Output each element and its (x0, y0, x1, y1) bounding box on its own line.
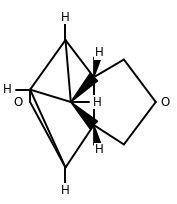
Polygon shape (94, 57, 101, 77)
Text: O: O (160, 95, 169, 109)
Text: H: H (3, 83, 12, 96)
Text: O: O (13, 95, 22, 109)
Text: H: H (61, 184, 70, 197)
Text: H: H (95, 46, 104, 59)
Polygon shape (71, 74, 98, 102)
Polygon shape (71, 102, 98, 129)
Polygon shape (94, 125, 101, 145)
Text: H: H (93, 95, 102, 109)
Text: H: H (61, 11, 70, 23)
Text: H: H (95, 143, 104, 156)
